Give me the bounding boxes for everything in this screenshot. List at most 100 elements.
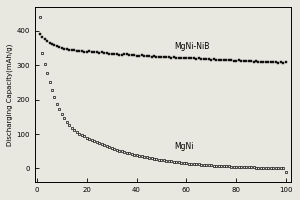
Point — [164, 159, 169, 162]
Point — [266, 167, 271, 170]
Point — [221, 58, 226, 61]
Point — [102, 51, 106, 55]
Point — [204, 163, 208, 167]
Point — [263, 166, 268, 169]
Point — [216, 58, 221, 61]
Point — [236, 59, 241, 62]
Point — [263, 60, 268, 63]
Point — [137, 154, 142, 157]
Point — [179, 57, 184, 60]
Point — [259, 166, 263, 169]
Point — [276, 61, 281, 64]
Point — [159, 56, 164, 59]
Point — [167, 56, 171, 59]
Point — [149, 55, 154, 58]
Point — [268, 61, 273, 64]
Point — [55, 102, 59, 105]
Point — [129, 152, 134, 156]
Point — [84, 136, 89, 139]
Point — [276, 167, 281, 170]
Point — [82, 50, 87, 53]
Point — [278, 167, 283, 170]
Point — [201, 163, 206, 167]
Point — [196, 57, 201, 60]
Point — [199, 163, 204, 166]
Point — [37, 16, 42, 19]
Point — [216, 164, 221, 168]
Point — [134, 154, 139, 157]
Point — [271, 167, 276, 170]
Point — [251, 60, 256, 63]
Y-axis label: Discharging Capacity(mAh/g): Discharging Capacity(mAh/g) — [7, 43, 14, 146]
Point — [124, 52, 129, 56]
Point — [249, 60, 254, 63]
Point — [194, 163, 199, 166]
Point — [74, 130, 79, 134]
Point — [204, 57, 208, 60]
Point — [176, 161, 181, 164]
Point — [186, 162, 191, 165]
Point — [224, 59, 229, 62]
Point — [127, 53, 131, 56]
Point — [209, 164, 214, 167]
Point — [209, 58, 214, 61]
Point — [219, 58, 224, 61]
Point — [47, 41, 52, 44]
Point — [249, 166, 254, 169]
Point — [231, 59, 236, 62]
Point — [152, 157, 156, 160]
Point — [104, 144, 109, 147]
Point — [229, 165, 233, 168]
Point — [191, 162, 196, 166]
Point — [72, 128, 77, 132]
Point — [159, 158, 164, 161]
Point — [40, 35, 44, 38]
Point — [154, 158, 159, 161]
Point — [284, 60, 288, 64]
Point — [114, 53, 119, 56]
Point — [268, 167, 273, 170]
Point — [239, 59, 244, 62]
Point — [281, 167, 286, 170]
Point — [274, 61, 278, 64]
Point — [226, 165, 231, 168]
Point — [62, 117, 67, 120]
Point — [189, 162, 194, 165]
Point — [196, 163, 201, 166]
Point — [99, 142, 104, 145]
Point — [80, 50, 84, 53]
Point — [80, 134, 84, 137]
Point — [37, 33, 42, 36]
Point — [231, 165, 236, 168]
Point — [147, 156, 152, 159]
Point — [261, 60, 266, 64]
Point — [74, 49, 79, 52]
Point — [67, 48, 72, 51]
Point — [107, 145, 112, 148]
Point — [164, 56, 169, 59]
Point — [59, 47, 64, 50]
Point — [59, 113, 64, 116]
Point — [186, 57, 191, 60]
Point — [266, 60, 271, 64]
Point — [254, 166, 258, 169]
Point — [172, 56, 176, 59]
Point — [94, 51, 99, 54]
Point — [109, 52, 114, 55]
Point — [112, 52, 117, 56]
Point — [82, 135, 87, 138]
Point — [239, 165, 244, 169]
Point — [184, 57, 189, 60]
Point — [236, 165, 241, 169]
Point — [256, 166, 261, 169]
Point — [77, 49, 82, 53]
Point — [137, 54, 142, 57]
Point — [64, 120, 69, 123]
Point — [122, 150, 127, 154]
Point — [201, 58, 206, 61]
Point — [142, 155, 146, 158]
Point — [174, 160, 179, 164]
Point — [84, 50, 89, 53]
Point — [102, 143, 106, 146]
Point — [149, 157, 154, 160]
